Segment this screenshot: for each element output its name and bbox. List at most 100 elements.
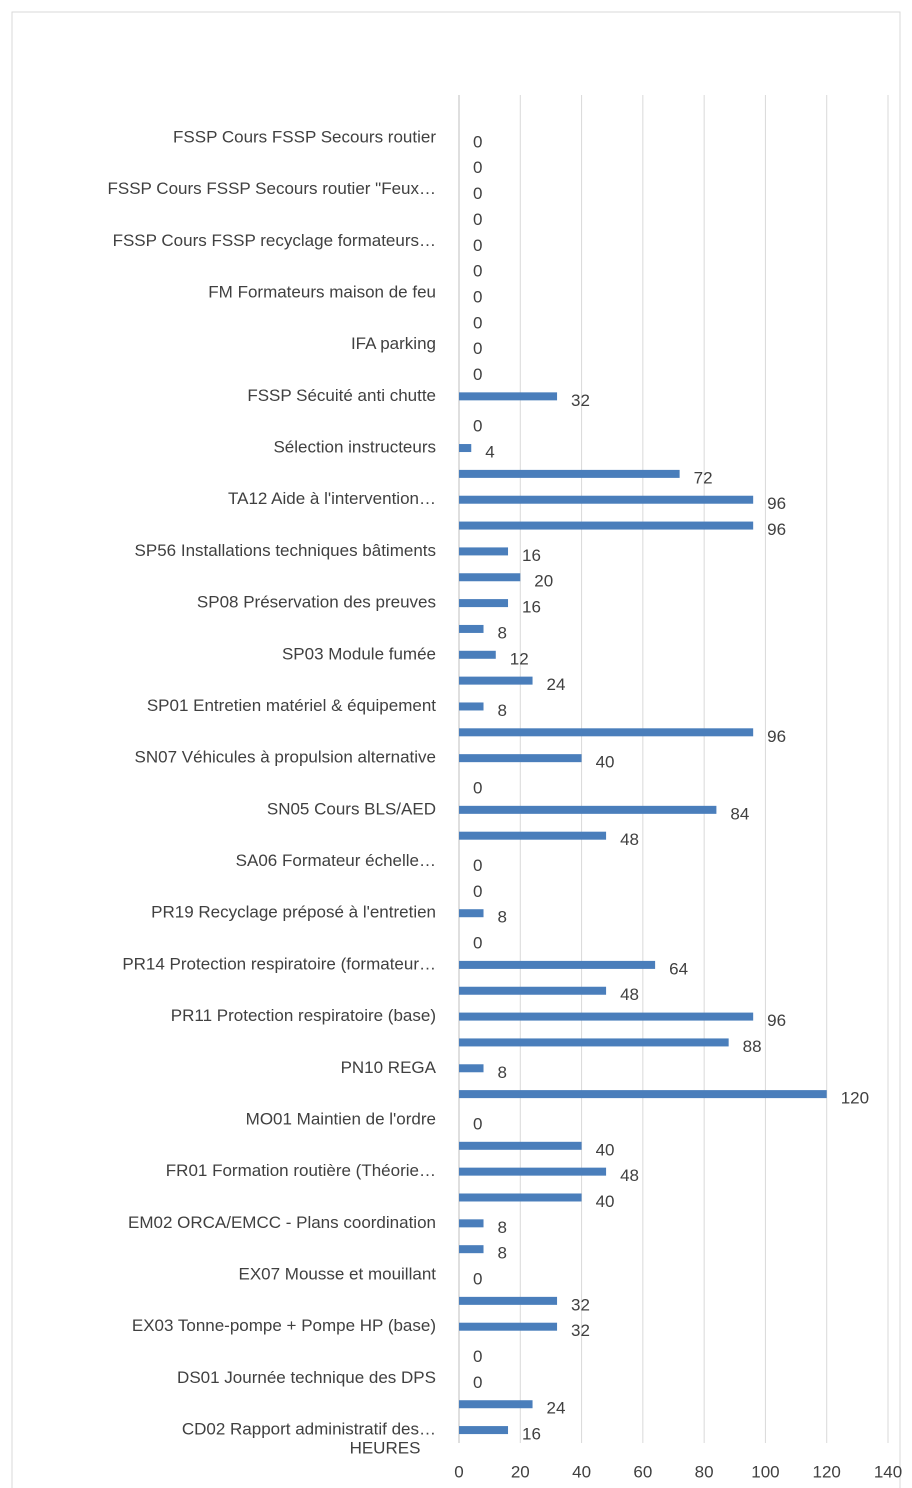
bar xyxy=(459,444,472,453)
data-label: 40 xyxy=(596,753,615,772)
data-label: 8 xyxy=(498,1244,507,1263)
data-label: 0 xyxy=(473,882,482,901)
bar xyxy=(459,495,754,504)
x-tick-label: 40 xyxy=(572,1462,591,1481)
data-label: 8 xyxy=(498,1063,507,1082)
data-label: 48 xyxy=(620,985,639,1004)
bar xyxy=(459,728,754,737)
data-label: 0 xyxy=(473,1114,482,1133)
data-label: 64 xyxy=(669,959,688,978)
bar xyxy=(459,1012,754,1021)
data-label: 84 xyxy=(730,804,749,823)
y-tick-label: FSSP Cours FSSP recyclage formateurs… xyxy=(113,231,436,250)
data-label: 0 xyxy=(473,184,482,203)
data-label: 0 xyxy=(473,856,482,875)
y-tick-label: SP01 Entretien matériel & équipement xyxy=(147,696,436,715)
data-label: 88 xyxy=(743,1037,762,1056)
data-label: 8 xyxy=(498,701,507,720)
bar xyxy=(459,909,484,918)
data-label: 8 xyxy=(498,1218,507,1237)
y-tick-label: DS01 Journée technique des DPS xyxy=(177,1368,436,1387)
data-label: 20 xyxy=(534,572,553,591)
bar xyxy=(459,1219,484,1228)
bar xyxy=(459,754,582,763)
bar xyxy=(459,624,484,633)
data-label: 96 xyxy=(767,494,786,513)
data-label: 48 xyxy=(620,830,639,849)
y-tick-label: SA06 Formateur échelle… xyxy=(236,851,436,870)
data-label: 0 xyxy=(473,313,482,332)
data-label: 96 xyxy=(767,1011,786,1030)
x-tick-label: 100 xyxy=(751,1462,779,1481)
y-tick-label: CD02 Rapport administratif des… xyxy=(182,1420,436,1439)
data-label: 0 xyxy=(473,365,482,384)
y-tick-label: PR14 Protection respiratoire (formateur… xyxy=(122,954,436,973)
x-tick-label: 20 xyxy=(511,1462,530,1481)
bar xyxy=(459,1038,729,1047)
y-tick-label: Sélection instructeurs xyxy=(273,438,436,457)
data-label: 8 xyxy=(498,908,507,927)
data-label: 32 xyxy=(571,1295,590,1314)
data-label: 4 xyxy=(485,443,494,462)
data-label: 0 xyxy=(473,287,482,306)
data-label: 24 xyxy=(547,1399,566,1418)
bar xyxy=(459,469,680,478)
bar xyxy=(459,805,717,814)
data-label: 16 xyxy=(522,546,541,565)
data-label: 24 xyxy=(547,675,566,694)
bar xyxy=(459,1167,607,1176)
bar xyxy=(459,1426,509,1435)
data-label: 0 xyxy=(473,132,482,151)
y-tick-label: EX03 Tonne-pompe + Pompe HP (base) xyxy=(132,1316,436,1335)
data-label: 96 xyxy=(767,520,786,539)
y-tick-label: PN10 REGA xyxy=(341,1058,437,1077)
data-label: 32 xyxy=(571,1321,590,1340)
data-label: 0 xyxy=(473,1373,482,1392)
data-label: 120 xyxy=(841,1089,869,1108)
data-label: 8 xyxy=(498,623,507,642)
data-label: 40 xyxy=(596,1192,615,1211)
y-tick-label: MO01 Maintien de l'ordre xyxy=(246,1109,436,1128)
y-tick-label: SP56 Installations techniques bâtiments xyxy=(135,541,436,560)
data-label: 72 xyxy=(694,468,713,487)
bar xyxy=(459,1400,533,1409)
bar xyxy=(459,1064,484,1073)
data-label: 0 xyxy=(473,934,482,953)
data-label: 0 xyxy=(473,1347,482,1366)
data-label: 0 xyxy=(473,262,482,281)
chart-frame xyxy=(11,11,901,1488)
bar xyxy=(459,547,509,556)
y-tick-label: FM Formateurs maison de feu xyxy=(208,282,436,301)
bar xyxy=(459,1245,484,1254)
bar xyxy=(459,1193,582,1202)
bar xyxy=(459,676,533,685)
x-tick-label: 140 xyxy=(874,1462,902,1481)
y-tick-label: FSSP Sécuité anti chutte xyxy=(247,386,436,405)
bar xyxy=(459,1090,827,1099)
data-label: 16 xyxy=(522,1425,541,1444)
y-tick-label: IFA parking xyxy=(351,334,436,353)
data-label: 0 xyxy=(473,236,482,255)
y-tick-label: EM02 ORCA/EMCC - Plans coordination xyxy=(128,1213,436,1232)
y-tick-label: SP08 Préservation des preuves xyxy=(197,593,436,612)
bar xyxy=(459,831,607,840)
x-tick-label: 0 xyxy=(454,1462,463,1481)
y-tick-label: PR19 Recyclage préposé à l'entretien xyxy=(151,903,436,922)
data-label: 0 xyxy=(473,778,482,797)
y-tick-label: FSSP Cours FSSP Secours routier "Feux… xyxy=(107,179,436,198)
bar xyxy=(459,521,754,530)
data-label: 48 xyxy=(620,1166,639,1185)
bar xyxy=(459,650,496,659)
x-axis-label: HEURES xyxy=(350,1438,421,1457)
y-tick-label: FR01 Formation routière (Théorie… xyxy=(166,1161,436,1180)
y-tick-label: FSSP Cours FSSP Secours routier xyxy=(173,127,436,146)
bar xyxy=(459,1296,558,1305)
y-tick-label: SN07 Véhicules à propulsion alternative xyxy=(135,748,436,767)
bar xyxy=(459,392,558,401)
data-label: 0 xyxy=(473,158,482,177)
data-label: 32 xyxy=(571,391,590,410)
bar xyxy=(459,702,484,711)
data-label: 96 xyxy=(767,727,786,746)
data-label: 0 xyxy=(473,1270,482,1289)
